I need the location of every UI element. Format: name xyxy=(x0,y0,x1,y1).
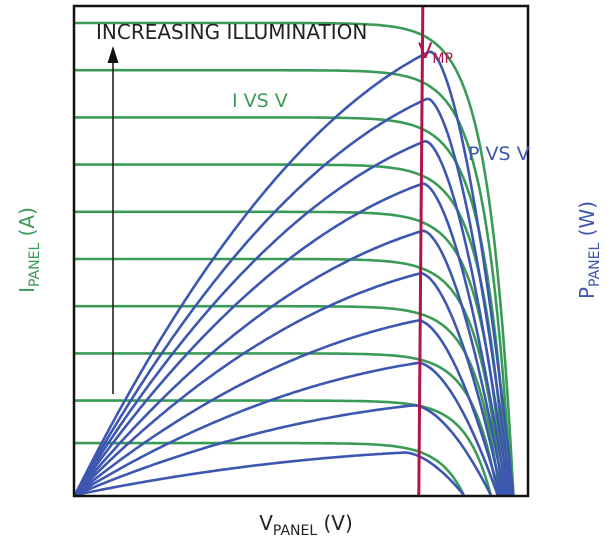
vmp-line xyxy=(417,6,425,496)
x-label-main: V xyxy=(259,511,273,535)
vmp-label: VMP xyxy=(418,39,453,67)
y-left-label-sub: PANEL xyxy=(27,243,43,287)
y-left-label-unit: (A) xyxy=(15,207,39,243)
pv-curve-4 xyxy=(74,319,502,497)
iv-curve-4 xyxy=(75,304,502,496)
vmp-label-sub: MP xyxy=(432,51,453,67)
y-right-label-main: P xyxy=(575,287,599,299)
x-axis-label: VPANEL (V) xyxy=(259,511,353,539)
pv-curve-3 xyxy=(74,361,499,497)
i-vs-v-label: I VS V xyxy=(232,90,288,112)
y-left-label-main: I xyxy=(15,287,39,293)
pv-curve-6 xyxy=(73,229,506,496)
vmp-label-main: V xyxy=(418,39,433,63)
pv-curve-9 xyxy=(73,97,513,496)
iv-curve-8 xyxy=(75,116,511,496)
increasing-illumination-label: INCREASING ILLUMINATION xyxy=(96,20,367,44)
x-label-sub: PANEL xyxy=(273,523,317,539)
y-axis-left-label: IPANEL (A) xyxy=(15,207,43,293)
arrow-head-icon xyxy=(107,46,119,63)
pv-curve-8 xyxy=(73,139,511,496)
iv-curve-7 xyxy=(75,163,508,496)
iv-curve-1 xyxy=(75,441,465,496)
y-right-label-sub: PANEL xyxy=(587,243,603,287)
pv-curve-7 xyxy=(73,182,508,496)
pv-curve-2 xyxy=(74,404,492,497)
plot-frame xyxy=(72,4,530,498)
iv-curve-9 xyxy=(75,68,513,496)
x-label-unit: (V) xyxy=(317,511,353,535)
iv-curve-6 xyxy=(75,210,506,496)
iv-curve-10 xyxy=(75,21,515,496)
y-axis-right-label: PPANEL (W) xyxy=(575,201,603,299)
curves-group xyxy=(73,21,515,497)
pv-curve-10 xyxy=(73,50,515,496)
iv-curve-3 xyxy=(75,352,499,496)
y-right-label-unit: (W) xyxy=(575,201,599,243)
pv-curve-5 xyxy=(74,272,504,496)
p-vs-v-label: P VS V xyxy=(468,143,530,165)
pv-curve-1 xyxy=(74,451,465,497)
